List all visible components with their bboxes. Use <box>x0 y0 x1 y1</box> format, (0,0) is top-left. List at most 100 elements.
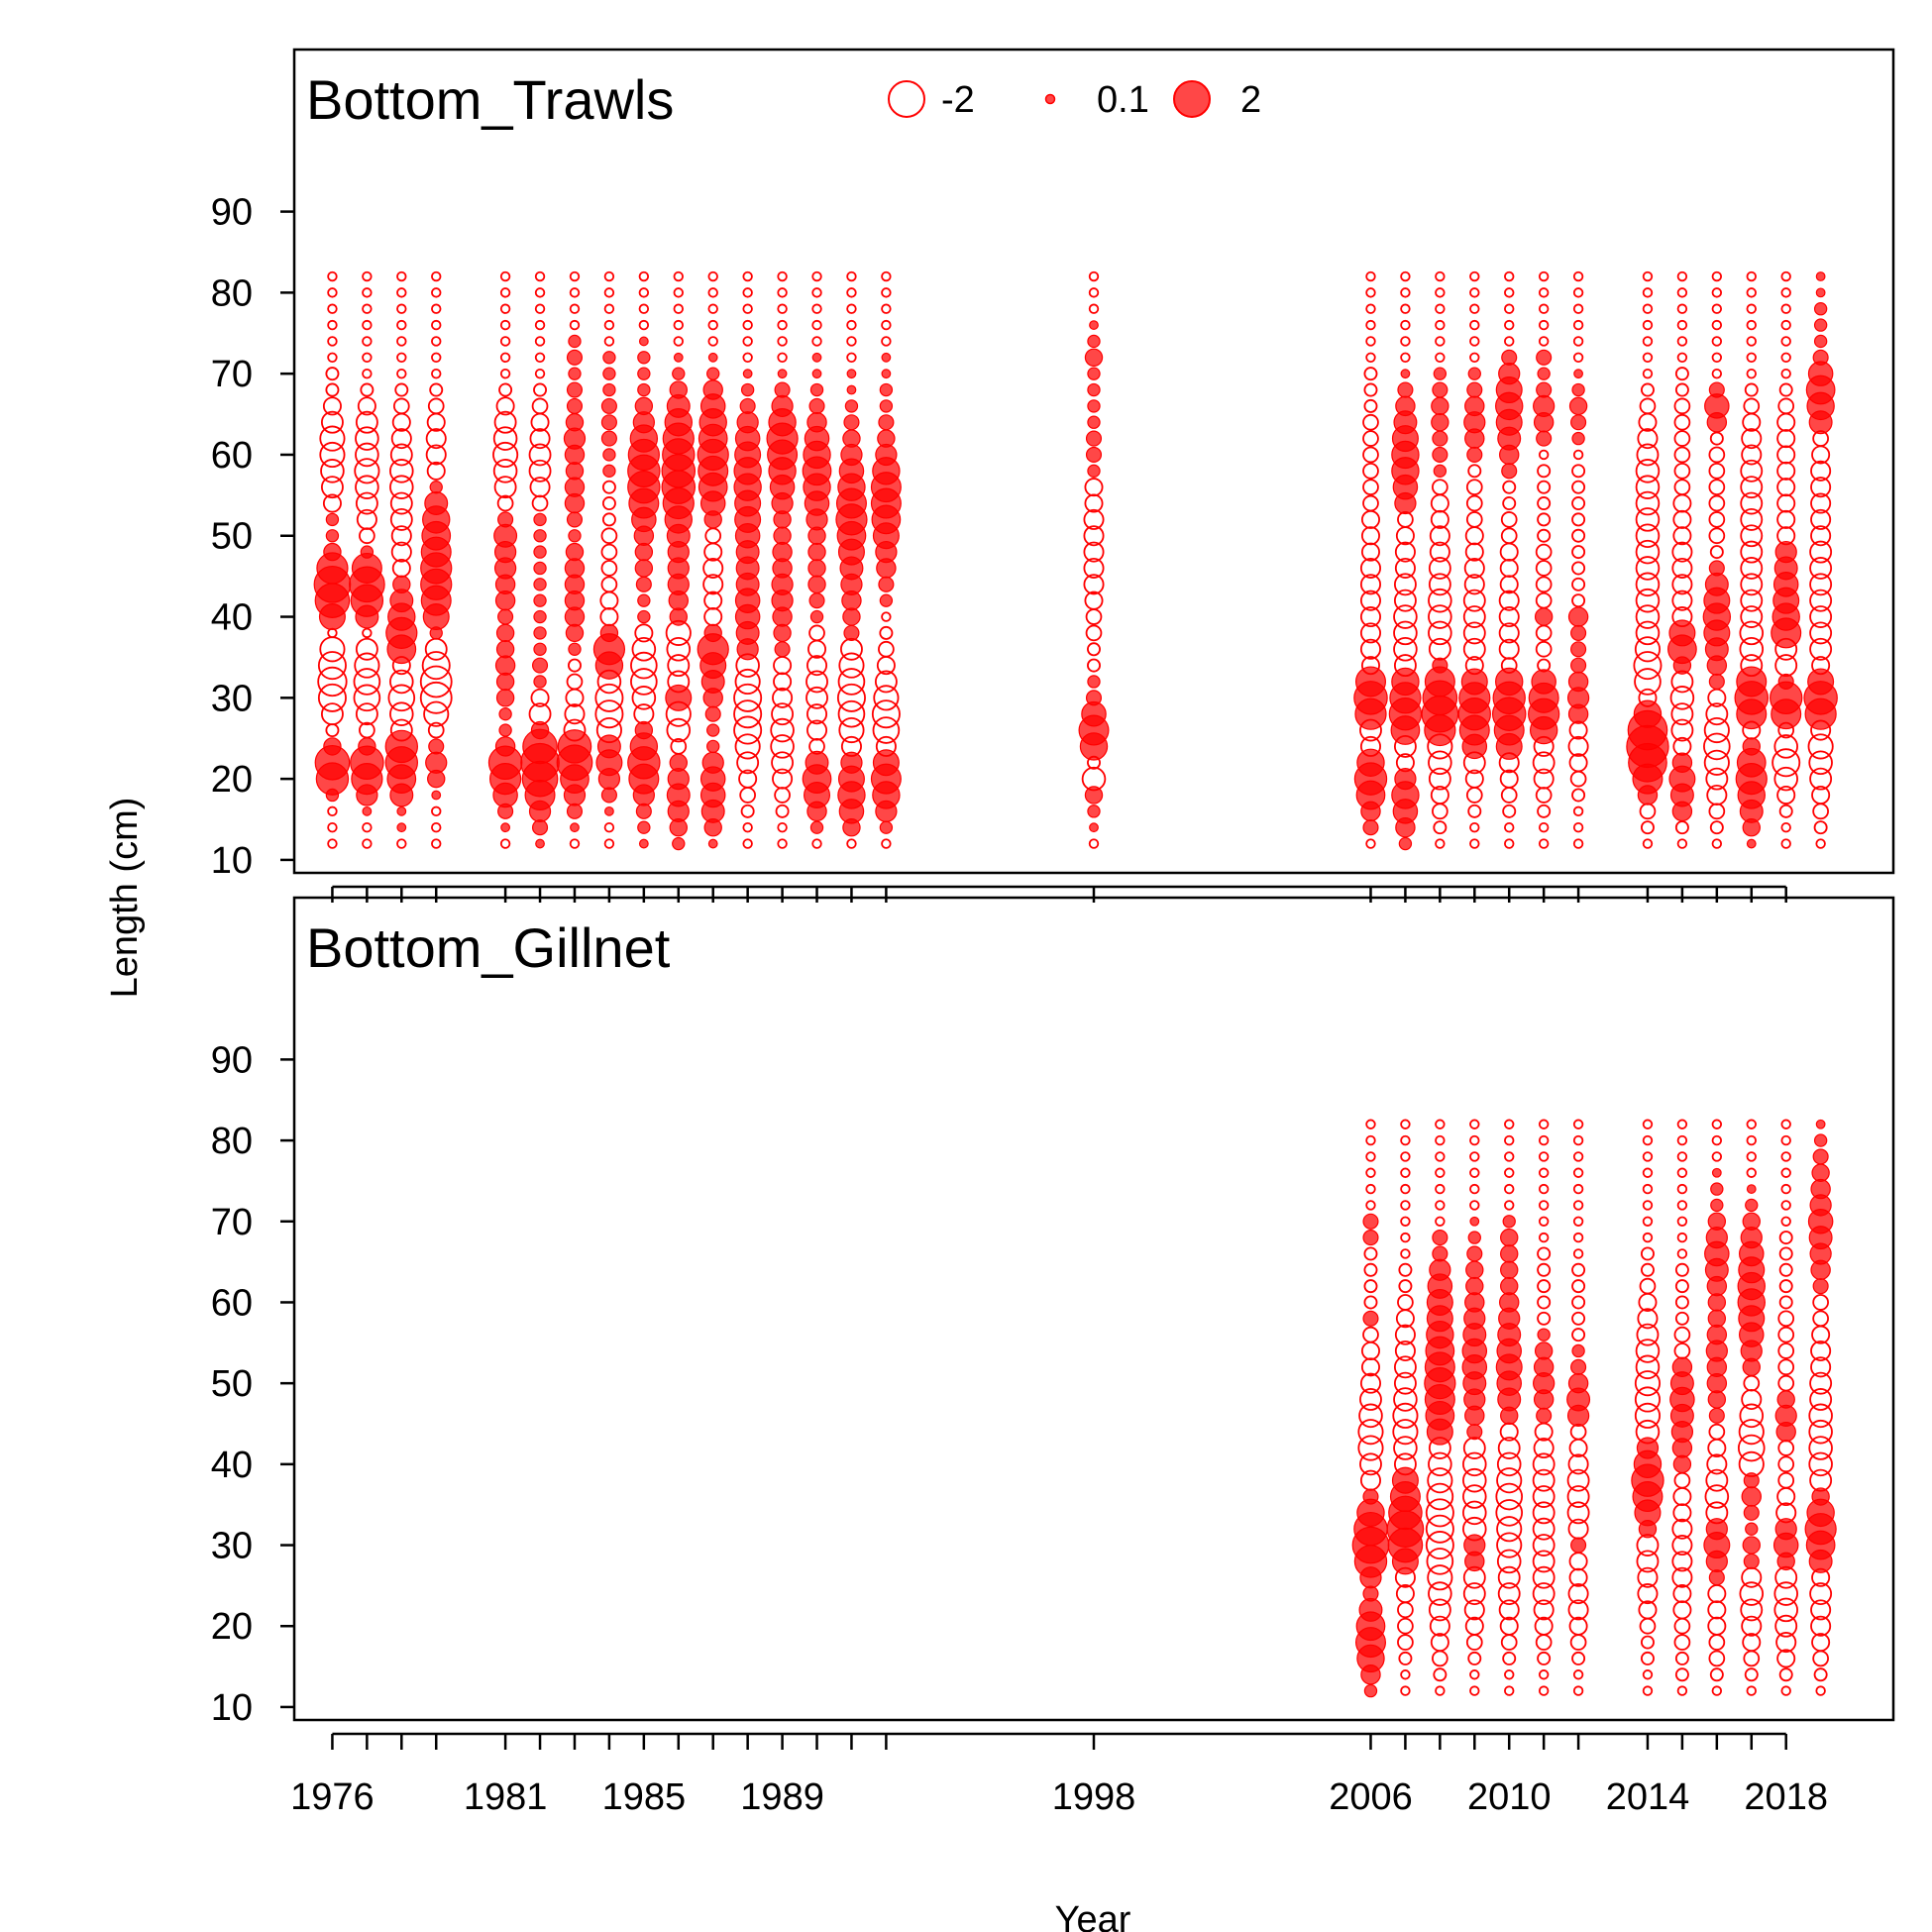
bubble-negative <box>1810 460 1832 482</box>
bubble-negative <box>1807 733 1834 760</box>
bubble-negative <box>1746 1167 1757 1178</box>
bubble-negative <box>1363 398 1378 413</box>
bubble-positive <box>1500 1228 1519 1247</box>
bubble-negative <box>1500 511 1518 528</box>
bubble-negative <box>1771 748 1801 778</box>
bubble-positive <box>669 607 688 626</box>
bubble-negative <box>1809 1388 1833 1411</box>
bubble-positive <box>1466 381 1483 398</box>
bubble-positive <box>669 753 688 772</box>
bubble-negative <box>1538 1200 1550 1211</box>
bubble-negative <box>1498 1599 1520 1621</box>
bubble-negative <box>1746 287 1757 298</box>
bubble-negative <box>1706 1453 1728 1475</box>
bubble-positive <box>1570 1537 1587 1554</box>
bubble-negative <box>1780 821 1791 833</box>
bubble-negative <box>1425 1514 1454 1544</box>
bubble-negative <box>1571 545 1586 560</box>
bubble-negative <box>1672 1584 1692 1604</box>
bubble-negative <box>1773 1597 1798 1623</box>
bubble-negative <box>772 687 794 708</box>
bubble-negative <box>1393 589 1417 612</box>
bubble-positive <box>1571 431 1585 446</box>
bubble-negative <box>1537 496 1552 511</box>
bubble-negative <box>1571 1311 1586 1326</box>
bubble-negative <box>1739 1581 1765 1606</box>
bubble-negative <box>879 625 894 640</box>
bubble-positive <box>1813 1133 1828 1147</box>
bubble-positive <box>1087 415 1101 429</box>
bubble-positive <box>1089 320 1099 330</box>
bubble-negative <box>1776 785 1796 805</box>
bubble-negative <box>1676 1183 1688 1195</box>
bubble-positive <box>1710 1182 1724 1196</box>
bubble-positive <box>1363 1683 1378 1698</box>
bubble-positive <box>533 561 547 576</box>
bubble-negative <box>1435 287 1446 298</box>
bubble-negative <box>389 669 414 695</box>
bubble-negative <box>1435 352 1446 364</box>
bubble-negative <box>1567 735 1589 757</box>
bubble-negative <box>528 459 552 483</box>
bubble-positive <box>1087 675 1101 689</box>
bubble-negative <box>1810 1615 1832 1637</box>
bubble-negative <box>1394 1340 1416 1361</box>
bubble-negative <box>1676 319 1688 331</box>
bubble-negative <box>1777 1374 1795 1392</box>
bubble-negative <box>1469 319 1480 331</box>
bubble-positive <box>495 689 515 707</box>
bubble-negative <box>1465 494 1483 512</box>
bubble-negative <box>1400 1669 1411 1680</box>
bubble-positive <box>1501 349 1518 366</box>
bubble-positive <box>1087 399 1101 413</box>
bubble-positive <box>1467 1231 1481 1244</box>
bubble-negative <box>742 287 753 298</box>
bubble-positive <box>739 397 756 414</box>
bubble-positive <box>807 542 826 562</box>
bubble-positive <box>564 558 586 579</box>
bubble-negative <box>1499 769 1519 789</box>
bubble-positive <box>1087 805 1101 818</box>
bubble-positive <box>638 336 649 347</box>
bubble-negative <box>634 623 654 643</box>
bubble-positive <box>673 352 684 363</box>
bubble-negative <box>777 838 788 849</box>
bubble-negative <box>359 721 376 739</box>
bubble-positive <box>360 545 375 559</box>
bubble-negative <box>1538 303 1550 314</box>
bubble-negative <box>1469 336 1480 347</box>
bubble-negative <box>1462 1467 1487 1493</box>
bubble-positive <box>428 738 445 755</box>
bubble-positive <box>706 739 720 754</box>
bubble-negative <box>1572 1151 1584 1162</box>
bubble-negative <box>498 382 513 397</box>
bubble-negative <box>1676 1151 1688 1162</box>
bubble-negative <box>1435 1200 1446 1211</box>
bubble-positive <box>878 576 895 592</box>
bubble-negative <box>1638 1600 1658 1620</box>
bubble-negative <box>1365 838 1376 849</box>
bubble-negative <box>362 627 373 639</box>
bubble-positive <box>1465 1260 1484 1279</box>
bubble-negative <box>875 735 897 757</box>
bubble-positive <box>493 523 518 548</box>
bubble-negative <box>1642 303 1654 314</box>
bubble-negative <box>1773 734 1798 759</box>
bubble-negative <box>1673 1342 1691 1359</box>
bubble-negative <box>1469 1167 1480 1178</box>
bubble-negative <box>1462 1582 1486 1605</box>
bubble-negative <box>1642 1167 1654 1178</box>
bubble-negative <box>431 368 442 379</box>
bubble-negative <box>1462 1484 1487 1509</box>
bubble-positive <box>1432 446 1449 464</box>
bubble-negative <box>1703 749 1730 776</box>
bubble-positive <box>1708 560 1725 577</box>
bubble-negative <box>1425 1531 1454 1560</box>
bubble-negative <box>1469 838 1480 849</box>
bubble-negative <box>1538 1151 1550 1162</box>
bubble-positive <box>1812 1148 1829 1165</box>
bubble-negative <box>1430 785 1449 805</box>
bubble-negative <box>534 303 546 314</box>
bubble-negative <box>808 624 825 642</box>
bubble-negative <box>1464 656 1484 676</box>
